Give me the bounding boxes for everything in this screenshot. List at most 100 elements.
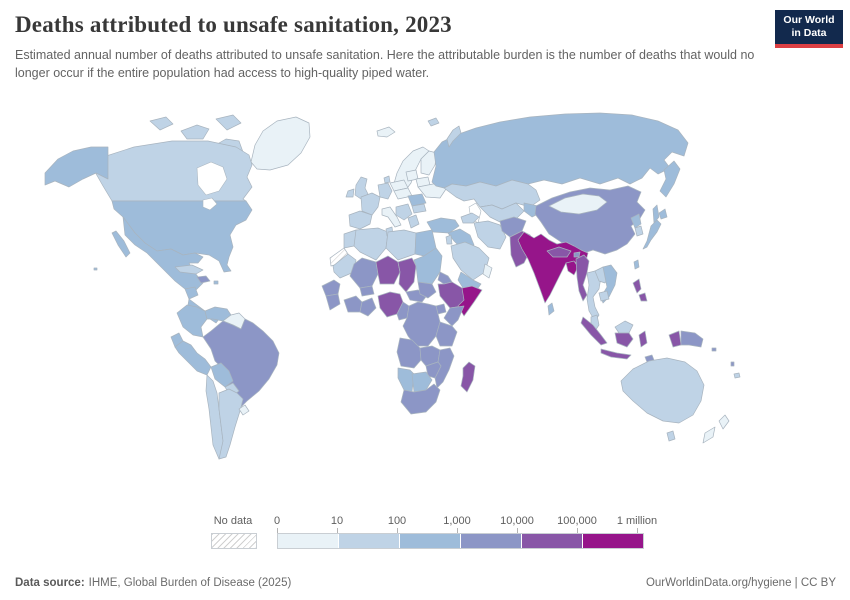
country-alaska[interactable] [44,146,109,188]
country-bangladesh[interactable] [565,260,579,276]
country-madagascar[interactable] [460,361,476,393]
country-myanmar[interactable] [575,254,590,302]
country-nz-north[interactable] [718,414,730,430]
country-iceland[interactable] [376,126,396,138]
country-yucatan[interactable] [184,286,199,300]
country-germany[interactable] [377,182,393,200]
country-sakhalin[interactable] [652,204,660,224]
country-bulgaria[interactable] [411,203,427,214]
country-bhutan[interactable] [573,251,581,258]
legend-swatch[interactable] [339,534,400,548]
country-greece[interactable] [407,214,420,229]
country-sri-lanka[interactable] [547,302,555,316]
country-sulawesi[interactable] [638,330,648,348]
country-vanuatu[interactable] [730,361,735,367]
country-finland[interactable] [420,150,438,176]
country-canada-arctic-c[interactable] [149,116,174,131]
legend-swatch[interactable] [278,534,339,548]
country-nepal[interactable] [546,246,572,258]
country-iberia[interactable] [348,210,373,230]
country-tasmania[interactable] [666,430,676,442]
country-mindanao[interactable] [638,292,648,302]
country-turkey[interactable] [426,217,460,234]
country-kazakhstan[interactable] [443,179,541,210]
country-south-korea[interactable] [634,225,644,237]
country-cambodia[interactable] [598,290,610,302]
country-burkina-faso[interactable] [359,285,375,297]
country-peru[interactable] [174,340,212,376]
country-israel-jordan[interactable] [445,234,453,245]
country-west-papua[interactable] [668,330,682,348]
footer-link[interactable]: OurWorldinData.org/hygiene | CC BY [645,577,836,589]
legend-swatch[interactable] [461,534,522,548]
country-russia[interactable] [431,112,689,189]
country-oman[interactable] [482,263,493,279]
country-libya[interactable] [385,229,417,261]
country-italy[interactable] [381,206,402,228]
legend-swatch[interactable] [522,534,583,548]
country-angola[interactable] [396,337,422,369]
country-japan-honshu[interactable] [642,219,662,250]
no-data-swatch[interactable] [211,533,257,549]
country-colombia[interactable] [176,304,208,338]
country-iran[interactable] [473,220,507,250]
country-kalimantan[interactable] [614,332,634,348]
country-mongolia[interactable] [548,193,608,215]
country-kenya[interactable] [443,305,465,327]
country-baja[interactable] [111,230,131,258]
legend-swatch[interactable] [583,534,643,548]
country-balkans[interactable] [395,203,413,221]
country-ghana[interactable] [359,297,377,317]
country-kamchatka[interactable] [659,160,681,198]
country-algeria[interactable] [353,227,389,261]
country-niger[interactable] [375,255,401,285]
country-puerto-rico[interactable] [213,280,219,285]
country-greenland[interactable] [250,116,311,171]
country-australia[interactable] [620,357,705,424]
country-new-caledonia[interactable] [733,372,741,379]
country-north-korea[interactable] [630,213,642,229]
country-canada-arctic-d[interactable] [215,114,242,131]
country-java[interactable] [600,348,632,360]
country-namibia[interactable] [397,367,415,393]
country-cote-divoire[interactable] [343,295,363,313]
country-france[interactable] [360,192,381,216]
country-uruguay[interactable] [238,404,250,416]
chart-footer: Data source: IHME, Global Burden of Disea… [15,577,836,589]
legend-swatch[interactable] [400,534,461,548]
country-hispaniola[interactable] [196,275,211,284]
country-tanzania[interactable] [435,321,458,347]
country-somalia[interactable] [457,285,483,317]
country-hawaii[interactable] [93,267,98,271]
country-argentina[interactable] [218,388,244,460]
choropleth-svg [44,112,741,460]
country-canada[interactable] [94,140,253,202]
country-caucasus[interactable] [460,212,480,224]
country-solomon-islands[interactable] [711,347,717,352]
country-guinea[interactable] [325,293,341,311]
country-taiwan[interactable] [633,259,640,270]
country-svalbard[interactable] [427,117,440,127]
country-denmark[interactable] [383,175,391,184]
country-png[interactable] [680,330,704,348]
country-nz-south[interactable] [702,426,716,444]
country-senegal[interactable] [321,279,341,297]
country-uk[interactable] [354,176,369,200]
owid-logo[interactable]: Our World in Data [775,10,843,48]
country-japan-hokkaido[interactable] [658,208,668,220]
country-bolivia[interactable] [210,362,234,388]
country-sumatra[interactable] [580,316,608,346]
country-luzon[interactable] [632,278,642,294]
data-source-label: Data source: [15,577,85,589]
country-south-sudan[interactable] [417,281,437,299]
country-ireland[interactable] [345,188,355,198]
country-cuba[interactable] [174,264,204,275]
country-malaysia-borneo[interactable] [614,320,634,334]
country-chad[interactable] [397,257,417,293]
country-botswana[interactable] [411,371,433,393]
country-romania[interactable] [407,193,427,207]
country-south-africa[interactable] [400,383,441,415]
country-canada-arctic-b[interactable] [180,124,210,140]
legend-tick-label: 100,000 [557,515,597,527]
country-novaya-zemlya[interactable] [446,125,462,148]
